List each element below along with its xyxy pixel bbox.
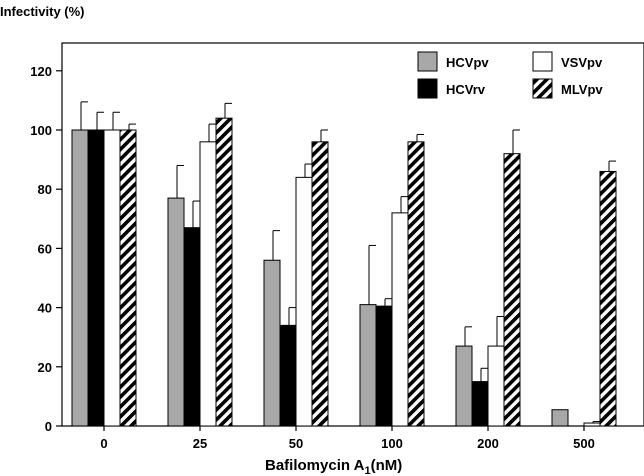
bar-hcvpv-50 xyxy=(263,259,281,427)
bar-vsvpv-0 xyxy=(103,129,121,427)
y-tick-label: 120 xyxy=(30,64,52,79)
legend-swatch-hcvpv xyxy=(417,51,438,72)
bar-mlvpv-25 xyxy=(215,117,233,427)
legend-swatch-mlvpv xyxy=(532,78,553,99)
legend-swatch-vsvpv xyxy=(532,51,553,72)
bar-vsvpv-500 xyxy=(583,422,601,427)
legend-label-hcvrv: HCVrv xyxy=(446,82,486,97)
x-tick-label: 100 xyxy=(381,436,403,451)
bar-hcvpv-200 xyxy=(455,345,473,427)
bar-vsvpv-100 xyxy=(391,212,409,427)
x-tick-label: 500 xyxy=(573,436,595,451)
bar-hcvrv-0 xyxy=(87,129,105,427)
x-tick-label: 0 xyxy=(100,436,107,451)
legend-label-mlvpv: MLVpv xyxy=(561,82,603,97)
x-tick-label: 50 xyxy=(289,436,303,451)
bar-hcvrv-25 xyxy=(183,227,201,427)
bar-hcvrv-200 xyxy=(471,381,489,427)
plot-frame xyxy=(61,42,644,427)
y-tick-label: 80 xyxy=(38,182,52,197)
bar-vsvpv-200 xyxy=(487,345,505,427)
x-axis-label: Bafilomycin A1(nM) xyxy=(265,457,402,476)
y-tick-label: 0 xyxy=(45,419,52,434)
bar-hcvpv-0 xyxy=(71,129,89,427)
legend: HCVpv HCVrv VSVpv MLVpv xyxy=(417,51,603,99)
y-tick-label: 100 xyxy=(30,123,52,138)
bar-mlvpv-0 xyxy=(119,129,137,427)
bar-hcvrv-50 xyxy=(279,324,297,427)
x-tick-label: 25 xyxy=(193,436,207,451)
error-bars-group xyxy=(80,101,616,424)
bar-mlvpv-50 xyxy=(311,141,329,427)
x-axis: 025501002005001000 xyxy=(100,426,595,451)
bar-mlvpv-100 xyxy=(407,141,425,427)
bar-mlvpv-500 xyxy=(599,170,617,427)
y-tick-label: 60 xyxy=(38,241,52,256)
bar-hcvrv-100 xyxy=(375,305,393,427)
bar-hcvpv-25 xyxy=(167,197,185,427)
y-axis: 0 20 40 60 80 100 120 xyxy=(30,64,62,434)
y-axis-label: Infectivity (%) xyxy=(0,4,85,19)
legend-label-vsvpv: VSVpv xyxy=(561,55,603,70)
bar-mlvpv-200 xyxy=(503,153,521,427)
bars-group xyxy=(71,117,617,427)
bar-vsvpv-25 xyxy=(199,141,217,427)
x-tick-label: 200 xyxy=(477,436,499,451)
y-tick-label: 20 xyxy=(38,360,52,375)
bar-hcvpv-500 xyxy=(551,409,569,427)
bar-hcvpv-100 xyxy=(359,304,377,427)
y-tick-label: 40 xyxy=(38,301,52,316)
legend-label-hcvpv: HCVpv xyxy=(446,55,489,70)
bar-vsvpv-50 xyxy=(295,176,313,427)
legend-swatch-hcvrv xyxy=(417,78,438,99)
